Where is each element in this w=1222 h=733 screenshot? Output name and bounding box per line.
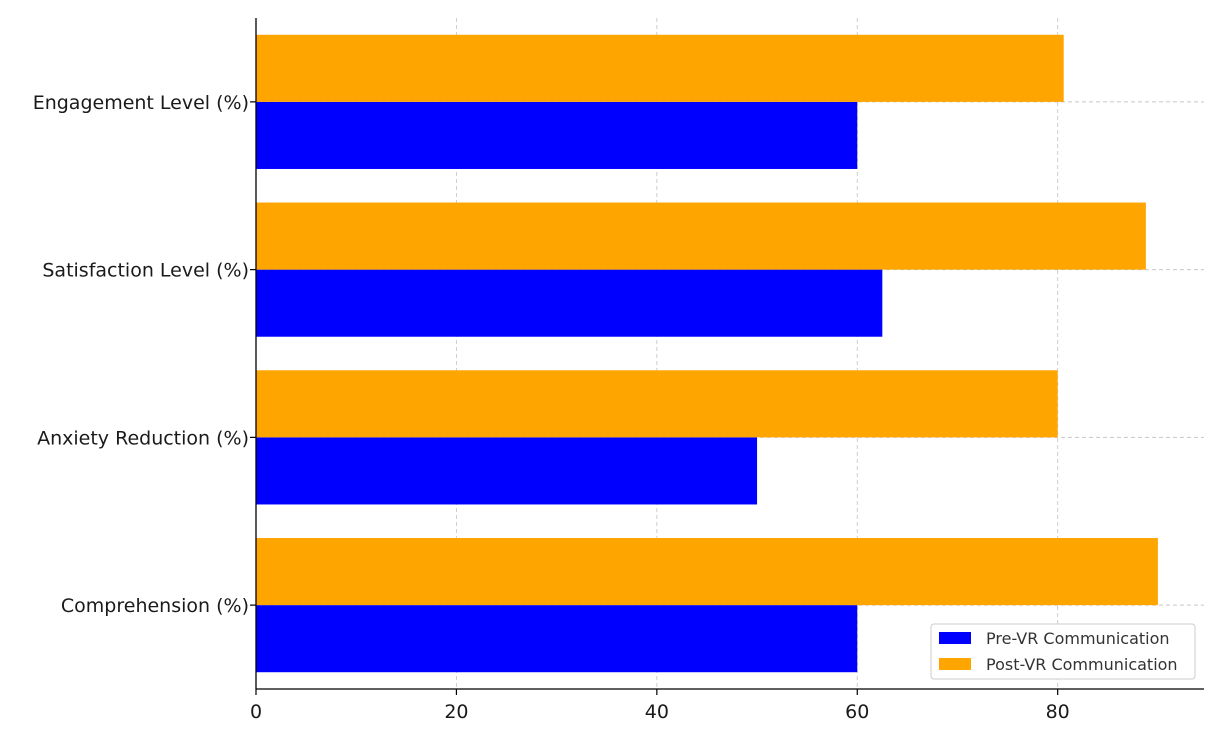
legend-label-post-vr: Post-VR Communication (986, 655, 1178, 674)
bars (256, 34, 1158, 673)
category-label: Anxiety Reduction (%) (37, 427, 249, 449)
x-tick-label: 40 (645, 701, 669, 723)
legend-box (930, 623, 1196, 680)
legend-label-pre-vr: Pre-VR Communication (986, 629, 1170, 648)
x-tick-label: 20 (444, 701, 468, 723)
axes (255, 18, 1204, 690)
x-axis-ticks: 0 20 40 60 80 (250, 689, 1070, 723)
category-label: Engagement Level (%) (33, 92, 249, 114)
bar-post-vr-1 (256, 370, 1058, 438)
category-label: Satisfaction Level (%) (42, 260, 249, 282)
legend: Pre-VR Communication Post-VR Communicati… (930, 623, 1196, 680)
bar-post-vr-0 (256, 538, 1158, 606)
bar-pre-vr-2 (256, 269, 883, 337)
bar-pre-vr-1 (256, 437, 758, 505)
bar-pre-vr-3 (256, 101, 858, 169)
legend-swatch-pre-vr (939, 632, 971, 644)
x-tick-label: 60 (845, 701, 869, 723)
x-tick-label: 80 (1046, 701, 1070, 723)
bar-pre-vr-0 (256, 605, 858, 673)
bar-post-vr-3 (256, 34, 1064, 102)
category-label: Comprehension (%) (61, 595, 249, 617)
bar-post-vr-2 (256, 202, 1146, 270)
legend-swatch-post-vr (939, 658, 971, 670)
y-axis-ticks: Comprehension (%) Anxiety Reduction (%) Sa… (33, 92, 256, 617)
x-tick-label: 0 (250, 701, 262, 723)
